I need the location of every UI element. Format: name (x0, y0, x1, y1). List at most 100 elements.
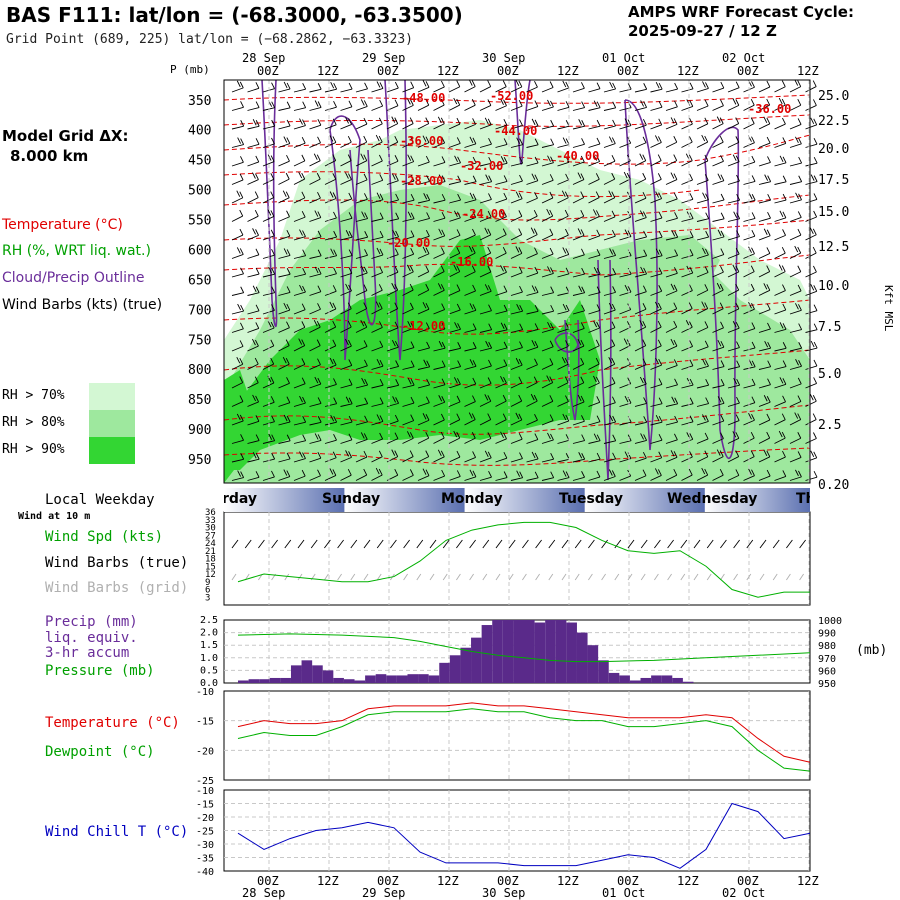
wind-barb-feather (299, 118, 303, 125)
wind-barb (247, 215, 259, 222)
wind-barb (727, 456, 739, 463)
wind-barb (634, 308, 647, 315)
wind-barb (231, 382, 243, 389)
wind-barb-feather (425, 414, 430, 421)
wind-barb (479, 347, 492, 352)
wind-barb-feather (750, 450, 755, 457)
wind-barb-feather (441, 136, 446, 144)
wind-barb-feather (394, 248, 399, 255)
wind-barb-feather (500, 156, 505, 163)
wind-barb (247, 254, 260, 259)
wind-barb (619, 273, 632, 278)
wind-barb (681, 403, 694, 407)
wind-barb (681, 421, 694, 426)
temp-contour (223, 349, 811, 386)
wind-barb (386, 123, 398, 130)
wind-barb (696, 272, 709, 278)
wind-barb-feather (426, 212, 431, 219)
wind-barb-feather (812, 413, 817, 420)
wind-barb-feather (347, 154, 352, 161)
wind-barb (495, 216, 507, 222)
wind-barb-feather (376, 247, 381, 255)
wind-barb (774, 234, 786, 241)
wind-barb (355, 345, 368, 352)
wind-barb-feather (655, 415, 660, 422)
wind-barb (603, 125, 616, 130)
wind-barb-feather (658, 358, 663, 366)
wind-barb (805, 105, 817, 111)
wind-barb-feather (426, 194, 431, 201)
weekday-thursday: Th (796, 491, 810, 507)
wind-barb (355, 160, 367, 167)
wind-barb-feather (612, 286, 616, 293)
wind-barb (805, 252, 817, 259)
wind-barb-feather (333, 378, 337, 385)
wind-barb-feather (720, 155, 724, 162)
wind-barb-feather (654, 135, 659, 142)
wind-barb-feather (422, 80, 427, 87)
wind-barb-feather (781, 265, 786, 272)
wind-barb-feather (468, 245, 473, 253)
wind-barb-feather (581, 138, 585, 145)
wind-barb (278, 143, 290, 148)
wind-barb (681, 198, 694, 204)
wind-barb-feather (533, 376, 538, 383)
wind-barb-feather (378, 321, 383, 328)
wind-barb (464, 143, 477, 148)
wind-barb-feather (314, 433, 319, 440)
wind-barb-feather (766, 80, 771, 88)
wind-barb (588, 216, 600, 222)
wind-barb (309, 124, 322, 130)
wind-barb-feather (702, 192, 706, 199)
wind-barb (588, 161, 600, 167)
wind-barb-feather (642, 154, 647, 161)
wind-barb (402, 420, 414, 426)
wind-barb (557, 161, 570, 167)
wind-barb (417, 271, 429, 278)
wind-barb-feather (781, 80, 786, 87)
wind-barb-feather (782, 360, 787, 367)
wind-barb (805, 216, 817, 222)
wind-barb (293, 107, 306, 111)
wind-barb-feather (689, 415, 694, 422)
wind-barb (340, 123, 352, 130)
wind-barb (572, 87, 585, 93)
wind-barb-feather (333, 397, 338, 404)
wind-barb-feather (689, 249, 694, 256)
wind-barb (805, 457, 817, 463)
wind-barb-feather (642, 118, 647, 126)
wind-barb-feather (549, 228, 554, 235)
wind-barb-feather (409, 136, 414, 143)
wind-barb-feather (394, 99, 399, 106)
wind-barb (495, 86, 507, 93)
precip-bar (407, 674, 419, 683)
wind-barb-feather (658, 416, 663, 423)
wind-barb (572, 179, 585, 185)
wind-barb (557, 144, 570, 148)
wind-barb (650, 273, 663, 278)
wind-barb (495, 329, 508, 333)
wind-barb-feather (391, 173, 396, 180)
precip-bar (566, 622, 577, 683)
wind-barb-feather (441, 360, 446, 367)
wind-barb-feather (516, 303, 521, 311)
wind-barb-feather (392, 396, 396, 403)
wind-barb (789, 86, 801, 93)
wind-barb-feather (596, 452, 601, 460)
wind-barb-feather (704, 266, 709, 273)
wind-barb (603, 402, 616, 407)
wind-barb (727, 218, 740, 222)
wind-barb-feather (812, 99, 817, 106)
wind-barb (247, 440, 260, 444)
wind-barb (231, 144, 244, 148)
wind-barb-true (244, 539, 252, 549)
wind-barb-feather (488, 137, 492, 145)
wind-barb (805, 86, 817, 93)
wind-barb (743, 271, 755, 278)
wind-barb (603, 345, 615, 352)
wind-barb (603, 178, 615, 185)
model-grid-value: 8.000 km (10, 147, 89, 165)
precip-y-ticks: 0.00.51.01.52.02.5 (200, 615, 218, 689)
